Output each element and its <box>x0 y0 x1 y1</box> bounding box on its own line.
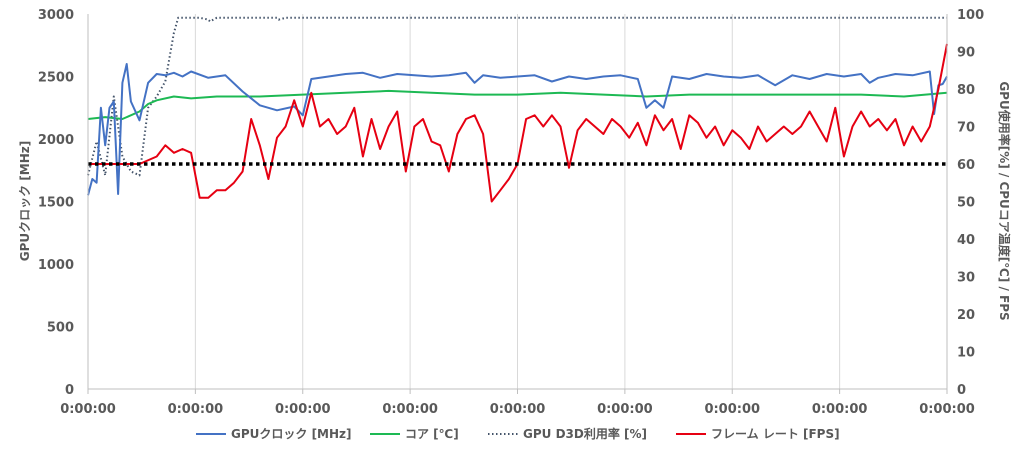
y-right-tick-label: 80 <box>957 83 975 98</box>
y-right-tick-label: 30 <box>957 271 975 286</box>
legend-label: コア [℃] <box>405 427 459 441</box>
legend-label: GPU D3D利用率 [%] <box>523 426 647 441</box>
y-left-tick-label: 500 <box>47 321 74 336</box>
series-line-3 <box>88 43 948 203</box>
x-tick-label: 0:00:00 <box>704 402 760 417</box>
legend: GPUクロック [MHz] コア [℃] GPU D3D利用率 [%] フレーム レー… <box>196 426 840 441</box>
axes: 0:00:00 0:00:00 0:00:00 0:00:00 0:00:00 0:00:… <box>38 8 984 417</box>
legend-label: フレーム レート [FPS] <box>711 427 840 441</box>
y-left-tick-label: 1500 <box>38 196 74 211</box>
x-tick-label: 0:00:00 <box>490 402 546 417</box>
y-right-tick-label: 20 <box>957 308 975 323</box>
x-tick-label: 0:00:00 <box>382 402 438 417</box>
x-tick-label: 0:00:00 <box>812 402 868 417</box>
x-tick-label: 0:00:00 <box>60 402 116 417</box>
x-tick-label: 0:00:00 <box>168 402 224 417</box>
series-line-1 <box>87 89 948 120</box>
series-line-2 <box>87 16 947 177</box>
x-tick-label: 0:00:00 <box>597 402 653 417</box>
y-right-tick-label: 60 <box>957 158 975 173</box>
y-left-tick-label: 1000 <box>38 258 74 273</box>
legend-label: GPUクロック [MHz] <box>231 427 352 441</box>
y-axis-left-title: GPUクロック [MHz] <box>18 141 32 262</box>
x-tick-label: 0:00:00 <box>919 402 975 417</box>
y-right-tick-label: 100 <box>957 8 984 23</box>
x-tick-label: 0:00:00 <box>275 402 331 417</box>
y-right-tick-label: 90 <box>957 46 975 61</box>
vertical-gridlines <box>87 14 948 389</box>
y-right-tick-label: 10 <box>957 346 975 361</box>
series-line-0 <box>87 63 948 196</box>
y-right-tick-label: 50 <box>957 196 975 211</box>
y-axis-right-title: GPU使用率[%] / CPUコア温度[℃] / FPS <box>997 81 1012 320</box>
y-left-tick-label: 2000 <box>38 133 74 148</box>
series-layer <box>87 16 948 203</box>
y-right-tick-label: 40 <box>957 233 975 248</box>
y-left-tick-label: 0 <box>65 383 74 398</box>
y-left-tick-label: 3000 <box>38 8 74 23</box>
y-right-tick-label: 70 <box>957 121 975 136</box>
y-left-tick-label: 2500 <box>38 71 74 86</box>
y-right-tick-label: 0 <box>957 383 966 398</box>
